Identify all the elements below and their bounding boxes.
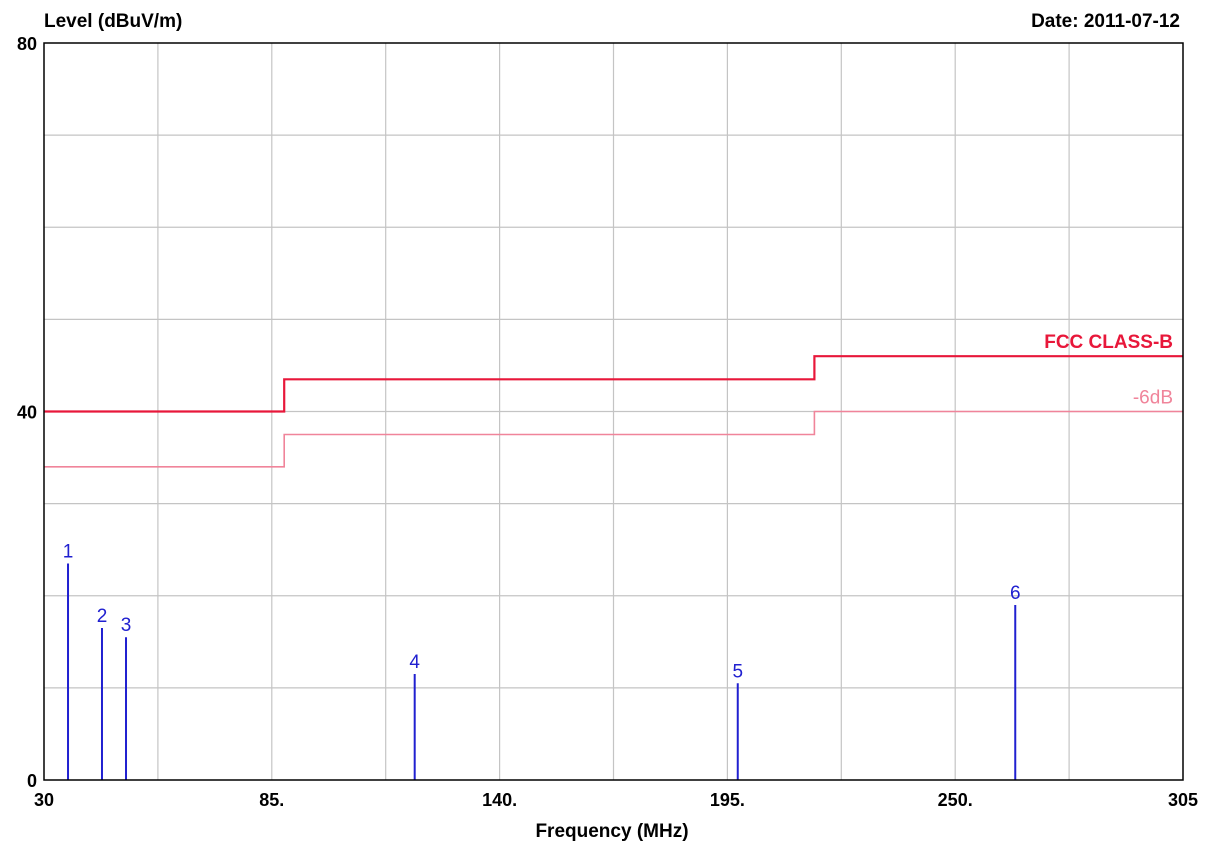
- emission-marker-label: 1: [63, 542, 74, 563]
- x-tick-label: 250.: [938, 790, 973, 810]
- emission-marker-label: 4: [409, 652, 420, 673]
- x-tick-label: 30: [34, 790, 54, 810]
- x-tick-label: 85.: [259, 790, 284, 810]
- emission-markers: 12 34 56: [63, 542, 1021, 780]
- limit-line-label: -6dB: [1133, 388, 1173, 409]
- emission-marker-label: 6: [1010, 583, 1021, 604]
- x-axis-label: Frequency (MHz): [535, 821, 688, 842]
- plot-frame: [43, 42, 1184, 781]
- y-tick-label: 0: [27, 771, 37, 791]
- limit-lines: FCC CLASS-B -6dB: [44, 332, 1183, 468]
- date-label: Date: 2011-07-12: [1031, 11, 1180, 32]
- x-tick-label: 305: [1168, 790, 1198, 810]
- limit-line: [44, 355, 1183, 413]
- emission-marker-label: 2: [97, 606, 108, 627]
- limit-line: [44, 410, 1183, 468]
- axis-ticks: 30 85. 140. 195. 250. 305 0 40 80: [17, 34, 1198, 810]
- emission-marker-label: 5: [732, 661, 743, 682]
- y-tick-label: 40: [17, 403, 37, 423]
- limit-line-label: FCC CLASS-B: [1044, 332, 1173, 353]
- y-tick-label: 80: [17, 34, 37, 54]
- x-tick-label: 195.: [710, 790, 745, 810]
- y-axis-label: Level (dBuV/m): [44, 11, 182, 32]
- emission-marker-label: 3: [121, 615, 132, 636]
- x-tick-label: 140.: [482, 790, 517, 810]
